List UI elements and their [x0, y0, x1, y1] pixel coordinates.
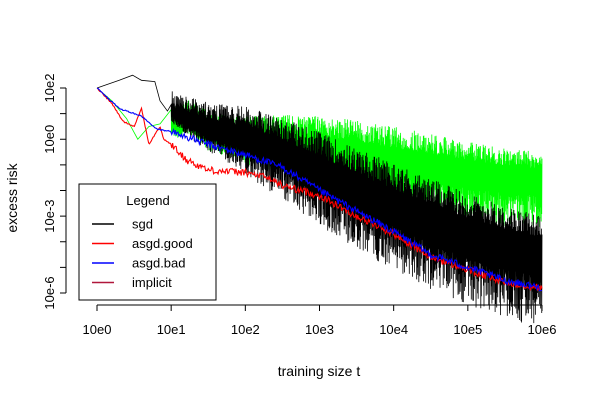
- plot-area: [96, 74, 543, 324]
- series-line-sgd: [96, 74, 543, 324]
- legend-label-implicit: implicit: [132, 275, 172, 290]
- x-tick-label: 10e2: [231, 322, 260, 337]
- x-axis-label: training size t: [278, 363, 361, 379]
- x-tick-label: 10e1: [157, 322, 186, 337]
- y-tick-label: 10e2: [42, 74, 57, 103]
- legend-title: Legend: [126, 193, 169, 208]
- legend-label-asgd-bad: asgd.bad: [132, 256, 186, 271]
- legend-label-asgd-good: asgd.good: [132, 236, 193, 251]
- y-axis-label: excess risk: [4, 162, 20, 232]
- x-tick-label: 10e6: [528, 322, 557, 337]
- axes: 10e0 10e1 10e2 10e3 10e4 10e5 10e6 10e-6 10e-3 10…: [42, 74, 556, 337]
- x-tick-label: 10e0: [83, 322, 112, 337]
- x-tick-label: 10e5: [453, 322, 482, 337]
- y-tick-label: 10e-6: [42, 276, 57, 309]
- series-line-asgd-bad: [96, 87, 543, 292]
- legend-box: [78, 183, 217, 301]
- x-tick-label: 10e3: [305, 322, 334, 337]
- x-tick-label: 10e4: [379, 322, 408, 337]
- y-tick-label: 10e0: [42, 125, 57, 154]
- y-tick-label: 10e-3: [42, 200, 57, 233]
- legend-label-sgd: sgd: [132, 217, 153, 232]
- legend: Legend sgd asgd.good asgd.bad implicit: [78, 183, 217, 301]
